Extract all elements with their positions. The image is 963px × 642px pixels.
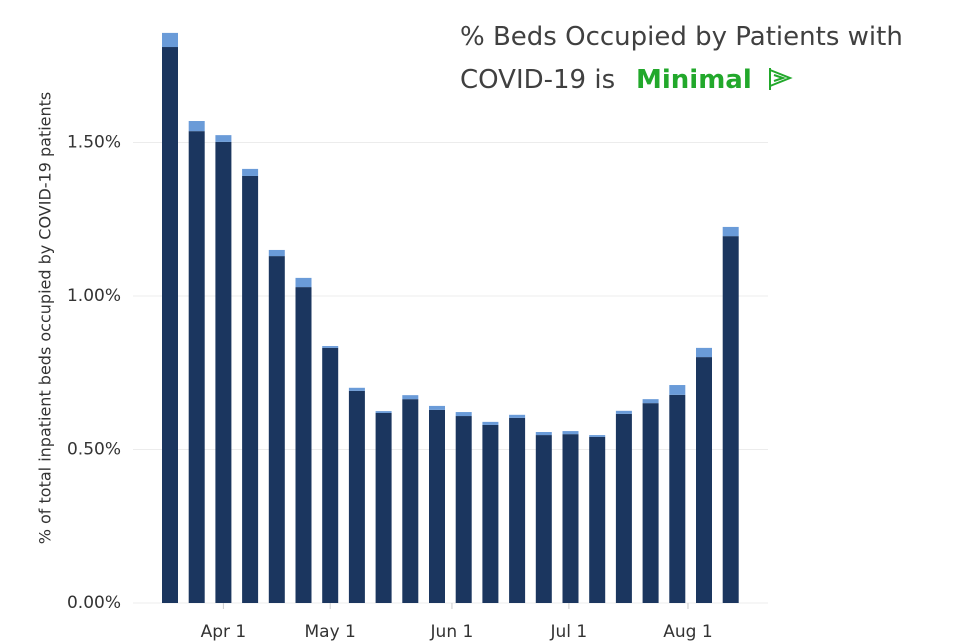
bar-segment: [242, 175, 259, 603]
bar-segment: [482, 421, 499, 425]
bar-segment: [509, 417, 526, 603]
bar-segment: [562, 431, 579, 435]
x-tick-label: Jul 1: [550, 622, 588, 642]
bar-segment: [162, 32, 178, 48]
bar-segment: [295, 287, 312, 603]
bar-segment: [375, 412, 392, 603]
bar-segment: [722, 226, 739, 237]
bar-segment: [455, 412, 472, 417]
x-tick-label: Jun 1: [430, 622, 474, 642]
y-tick-label: 1.00%: [67, 286, 121, 306]
bar-segment: [215, 141, 232, 604]
bar-segment: [188, 131, 205, 604]
bar-segment: [482, 424, 499, 603]
chart-title: % Beds Occupied by Patients with: [460, 22, 903, 52]
bar-segment: [642, 403, 659, 603]
bar-segment: [696, 357, 712, 603]
bar-segment: [268, 249, 285, 257]
x-tick-label: May 1: [305, 622, 356, 642]
y-tick-label: 0.50%: [67, 440, 121, 460]
bar-segment: [615, 413, 632, 603]
bar-segment: [509, 414, 526, 418]
bar-segment: [348, 387, 365, 391]
bar-segment: [402, 395, 419, 400]
bar-segment: [562, 434, 579, 603]
bar-segment: [295, 277, 312, 288]
bar-segment: [669, 385, 686, 395]
status-label: Minimal: [636, 65, 752, 95]
bar-segment: [242, 168, 259, 176]
bar-segment: [722, 236, 739, 603]
bar-segment: [429, 409, 445, 603]
y-axis-label: % of total inpatient beds occupied by CO…: [36, 92, 55, 545]
bar-segment: [215, 135, 232, 142]
bar-segment: [615, 410, 632, 414]
bar-segment: [188, 121, 205, 132]
bar-segment: [696, 347, 712, 358]
bar-segment: [589, 435, 606, 437]
bar-segment: [348, 390, 365, 603]
y-tick-label: 1.50%: [67, 133, 121, 153]
bar-segment: [642, 399, 659, 404]
bar-segment: [669, 394, 686, 603]
bar-segment: [455, 416, 472, 603]
bar-segment: [429, 405, 445, 410]
bar-segment: [589, 436, 606, 603]
x-tick-label: Aug 1: [663, 622, 712, 642]
bar-segment: [322, 346, 339, 348]
x-tick-label: Apr 1: [201, 622, 247, 642]
bar-segment: [535, 432, 552, 436]
y-tick-label: 0.00%: [67, 593, 121, 613]
bar-segment: [535, 435, 552, 603]
bar-segment: [375, 411, 392, 413]
chart-title: COVID-19 is: [460, 65, 615, 95]
bar-segment: [162, 47, 178, 603]
bar-segment: [402, 399, 419, 603]
flag-icon: [769, 68, 793, 90]
bar-segment: [268, 256, 285, 603]
bar-segment: [322, 347, 339, 603]
